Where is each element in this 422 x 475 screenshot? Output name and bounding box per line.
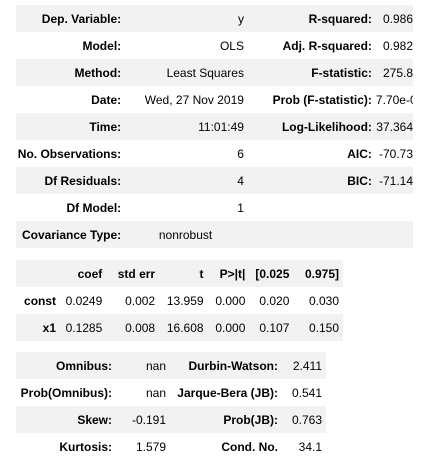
summary-value: 7.70e-05 [375,92,413,107]
summary-label: R-squared: [308,11,372,26]
summary-label: BIC: [347,173,372,188]
summary-label: Dep. Variable: [41,11,122,26]
diagnostic-value: 0.763 [291,412,322,427]
summary-label: Adj. R-squared: [282,38,372,53]
diagnostic-label: Skew: [77,412,112,427]
summary-value [376,194,413,221]
diagnostic-label: Cond. No. [221,439,278,454]
summary-value: 0.982 [382,38,413,53]
diagnostic-label: Prob(JB): [223,412,278,427]
cell: 16.608 [166,320,204,335]
diagnostic-value: nan [145,358,166,373]
coefficients-table: coef std err t P>|t| [0.025 0.975] const… [16,260,343,341]
cell: 0.150 [308,320,339,335]
diagnostic-value: 0.541 [291,385,322,400]
table-row: Omnibus: nan Durbin-Watson: 2.411 [16,352,326,379]
diagnostic-value: 1.579 [135,439,166,454]
table-header-row: coef std err t P>|t| [0.025 0.975] [16,260,343,287]
cell: 0.1285 [65,320,103,335]
cell: 0.030 [308,293,339,308]
summary-label: Time: [89,119,122,134]
summary-label: Prob (F-statistic): [272,92,372,107]
diagnostic-value: nan [145,385,166,400]
summary-label [250,194,376,221]
summary-label: No. Observations: [17,146,122,161]
column-header: 0.975] [304,266,339,281]
table-row: No. Observations: 6 AIC: -70.73 [16,140,413,167]
row-label: x1 [42,320,57,335]
cell: 0.000 [215,293,246,308]
table-row: x1 0.1285 0.008 16.608 0.000 0.107 0.150 [16,314,343,341]
summary-value: 6 [237,146,244,161]
summary-value: OLS [219,38,244,53]
diagnostic-label: Prob(Omnibus): [20,385,112,400]
summary-value: nonrobust [158,227,213,242]
diagnostics-table: Omnibus: nan Durbin-Watson: 2.411 Prob(O… [16,352,326,460]
diagnostic-label: Jarque-Bera (JB): [177,385,278,400]
table-row: Method: Least Squares F-statistic: 275.8 [16,59,413,86]
column-header: coef [77,266,103,281]
summary-value [376,221,413,248]
table-row: const 0.0249 0.002 13.959 0.000 0.020 0.… [16,287,343,314]
table-row: Prob(Omnibus): nan Jarque-Bera (JB): 0.5… [16,379,326,406]
cell: 0.008 [125,320,156,335]
column-header: t [199,266,204,281]
summary-label: Log-Likelihood: [281,119,372,134]
table-row: Df Model: 1 [16,194,413,221]
diagnostic-value: 34.1 [298,439,322,454]
summary-value: -70.73 [378,146,413,161]
diagnostic-label: Durbin-Watson: [188,358,278,373]
column-header: std err [117,266,156,281]
summary-value: 11:01:49 [198,119,244,134]
diagnostic-label: Omnibus: [56,358,112,373]
cell: 0.0249 [65,293,103,308]
summary-value: 0.986 [382,11,413,26]
table-row: Kurtosis: 1.579 Cond. No. 34.1 [16,433,326,460]
summary-value: y [237,11,244,26]
summary-value: Wed, 27 Nov 2019 [144,92,244,107]
cell: 0.002 [125,293,156,308]
summary-label: Model: [82,38,122,53]
summary-value: Least Squares [166,65,244,80]
summary-label: Method: [74,65,122,80]
cell: 13.959 [166,293,204,308]
column-header: [0.025 [255,266,290,281]
diagnostic-value: 2.411 [292,358,322,373]
cell: 0.107 [259,320,290,335]
column-header: P>|t| [219,266,246,281]
table-row: Time: 11:01:49 Log-Likelihood: 37.364 [16,113,413,140]
table-row: Skew: -0.191 Prob(JB): 0.763 [16,406,326,433]
table-row: Date: Wed, 27 Nov 2019 Prob (F-statistic… [16,86,413,113]
cell: 0.020 [259,293,290,308]
summary-label: Covariance Type: [22,227,122,242]
summary-value: 275.8 [382,65,413,80]
summary-value: 1 [237,200,244,215]
table-row: Model: OLS Adj. R-squared: 0.982 [16,32,413,59]
diagnostic-value: -0.191 [131,412,166,427]
summary-label: F-statistic: [311,65,372,80]
row-label: const [24,293,57,308]
summary-label: AIC: [347,146,372,161]
summary-value: 37.364 [376,119,413,134]
table-row: Df Residuals: 4 BIC: -71.14 [16,167,413,194]
model-summary-table: Dep. Variable: y R-squared: 0.986 Model:… [16,5,413,248]
table-row: Covariance Type: nonrobust [16,221,413,248]
summary-value: -71.14 [378,173,413,188]
summary-label: Date: [91,92,122,107]
cell: 0.000 [215,320,246,335]
summary-label: Df Residuals: [44,173,122,188]
diagnostic-label: Kurtosis: [59,439,112,454]
column-header [16,260,60,287]
summary-label: Df Model: [66,200,122,215]
summary-label [250,221,376,248]
table-row: Dep. Variable: y R-squared: 0.986 [16,5,413,32]
summary-value: 4 [237,173,244,188]
